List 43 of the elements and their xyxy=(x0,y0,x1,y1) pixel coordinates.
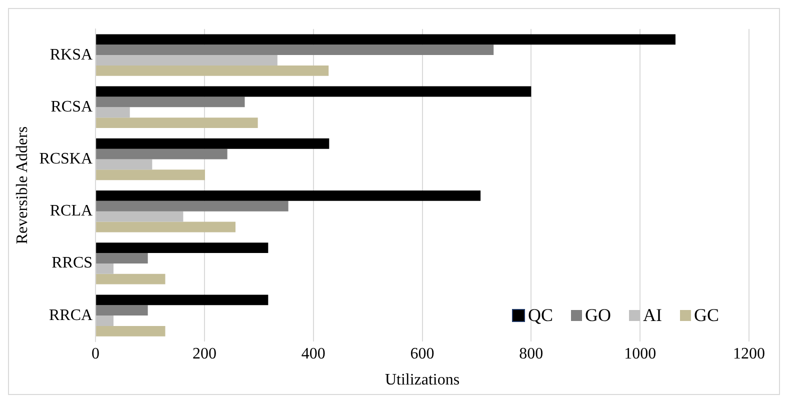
bar xyxy=(96,190,481,201)
x-tick-label: 800 xyxy=(519,345,544,362)
x-tick-label: 1000 xyxy=(624,345,656,362)
bar xyxy=(96,305,148,316)
bar xyxy=(96,148,228,160)
bar xyxy=(96,44,494,56)
x-tick-label: 1200 xyxy=(733,345,765,362)
x-tick-label: 600 xyxy=(410,345,434,362)
y-tick-label: RKSA xyxy=(50,46,93,64)
bar xyxy=(96,34,676,45)
y-tick-label: RRCS xyxy=(52,254,93,272)
legend-label: QC xyxy=(528,305,553,326)
bar xyxy=(96,274,166,284)
bar xyxy=(96,107,130,118)
bar xyxy=(96,96,245,108)
bar xyxy=(96,242,268,254)
legend-label: GO xyxy=(584,305,611,326)
legend-label: GC xyxy=(694,305,719,326)
y-tick-label: RRCA xyxy=(48,306,93,324)
y-tick-label: RCSKA xyxy=(39,150,93,168)
bar xyxy=(96,222,236,232)
bar xyxy=(96,170,206,180)
x-axis-title: Utilizations xyxy=(384,372,460,389)
bar xyxy=(96,55,278,66)
bar xyxy=(96,263,114,274)
y-axis-title: Reversible Adders xyxy=(14,126,31,244)
bar xyxy=(96,200,288,212)
y-tick-label: RCSA xyxy=(50,98,93,116)
bar xyxy=(96,138,330,149)
bar xyxy=(96,316,114,326)
x-tick-label: 200 xyxy=(192,345,216,362)
bar xyxy=(96,65,329,76)
bar xyxy=(96,294,268,306)
bar xyxy=(96,86,532,97)
y-tick-label: RCLA xyxy=(50,202,93,220)
bar xyxy=(96,159,152,170)
x-tick-label: 0 xyxy=(92,345,100,362)
bar xyxy=(96,211,184,222)
bar xyxy=(96,118,258,128)
bar xyxy=(96,326,166,336)
x-tick-label: 400 xyxy=(301,345,326,362)
legend-label: AI xyxy=(642,305,662,326)
bar xyxy=(96,253,148,264)
